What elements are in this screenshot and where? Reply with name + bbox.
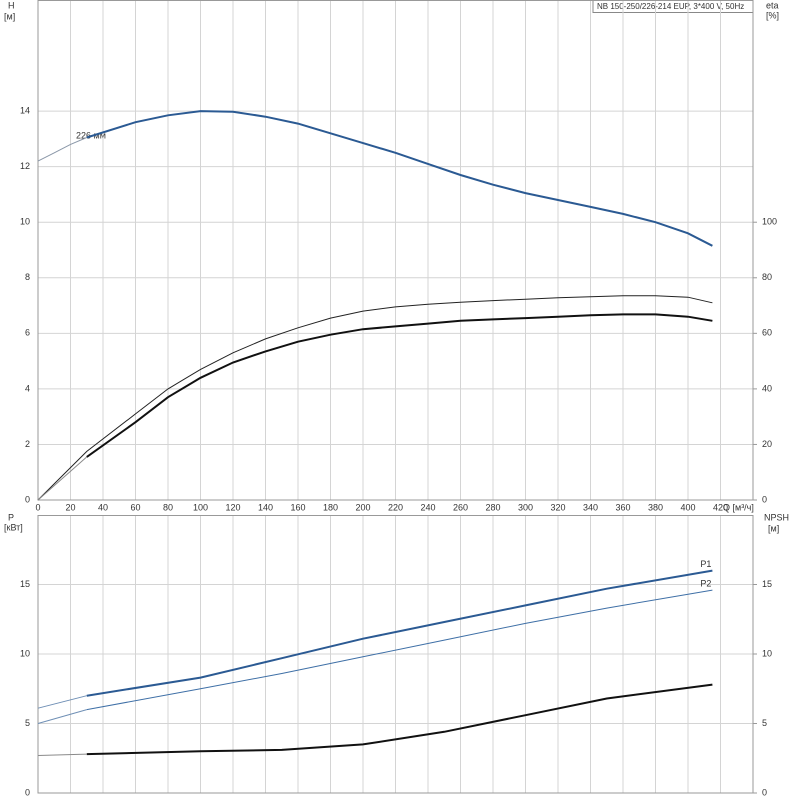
series-line	[37, 137, 87, 162]
series-line	[86, 313, 713, 458]
series-line	[37, 709, 87, 724]
x-tick-label: 100	[193, 502, 208, 512]
x-tick-label: 320	[550, 502, 565, 512]
series-label: P1	[700, 559, 711, 569]
y-tick-label: 0	[25, 787, 30, 797]
series-label: P2	[700, 578, 711, 588]
y2-tick-label: 80	[762, 272, 772, 282]
y-tick-label: 4	[25, 383, 30, 393]
series-line	[37, 695, 87, 709]
series-line	[37, 753, 87, 756]
y2-tick-label: 60	[762, 328, 772, 338]
x-tick-label: 120	[225, 502, 240, 512]
y-tick-label: 0	[25, 494, 30, 504]
x-tick-label: 380	[648, 502, 663, 512]
x-tick-label: 240	[420, 502, 435, 512]
y2-tick-label: 10	[762, 648, 772, 658]
y-label: H	[8, 0, 15, 10]
x-tick-label: 0	[35, 502, 40, 512]
x-tick-label: 400	[680, 502, 695, 512]
plot-frame	[37, 0, 754, 501]
y2-tick-label: 20	[762, 439, 772, 449]
y2-label: eta	[766, 0, 779, 10]
y-unit: [м]	[4, 11, 15, 21]
x-tick-label: 140	[258, 502, 273, 512]
y-tick-label: 10	[20, 217, 30, 227]
y2-label: NPSH	[764, 512, 789, 522]
y-tick-label: 5	[25, 718, 30, 728]
y-tick-label: 2	[25, 439, 30, 449]
y-tick-label: 15	[20, 579, 30, 589]
x-tick-label: 340	[583, 502, 598, 512]
series-line	[37, 295, 713, 501]
x-tick-label: 280	[485, 502, 500, 512]
x-tick-label: 20	[65, 502, 75, 512]
x-tick-label: 200	[355, 502, 370, 512]
y2-tick-label: 0	[762, 494, 767, 504]
y-tick-label: 8	[25, 272, 30, 282]
x-tick-label: 60	[130, 502, 140, 512]
y2-tick-label: 15	[762, 579, 772, 589]
series-line	[86, 683, 713, 756]
y-label: P	[8, 512, 14, 522]
x-tick-label: 40	[98, 502, 108, 512]
y2-tick-label: 5	[762, 718, 767, 728]
y-tick-label: 10	[20, 648, 30, 658]
y2-tick-label: 100	[762, 217, 777, 227]
y-tick-label: 14	[20, 105, 30, 115]
x-tick-label: 420	[713, 502, 728, 512]
x-tick-label: 160	[290, 502, 305, 512]
x-tick-label: 360	[615, 502, 630, 512]
series-line	[86, 569, 713, 697]
y2-tick-label: 0	[762, 787, 767, 797]
y-unit: [кВт]	[4, 522, 23, 532]
x-tick-label: 260	[453, 502, 468, 512]
y2-unit: [м]	[768, 523, 779, 533]
chart-title: NB 150-250/226-214 EUP, 3*400 V, 50Hz	[597, 2, 744, 11]
x-label: Q [м³/ч]	[723, 502, 754, 512]
y-tick-label: 6	[25, 328, 30, 338]
y2-unit: [%]	[766, 10, 779, 20]
x-tick-label: 300	[518, 502, 533, 512]
series-line	[86, 589, 713, 711]
x-tick-label: 80	[163, 502, 173, 512]
x-tick-label: 180	[323, 502, 338, 512]
series-line	[86, 110, 713, 247]
series-line	[37, 456, 88, 501]
x-tick-label: 220	[388, 502, 403, 512]
y2-tick-label: 40	[762, 383, 772, 393]
y-tick-label: 12	[20, 161, 30, 171]
